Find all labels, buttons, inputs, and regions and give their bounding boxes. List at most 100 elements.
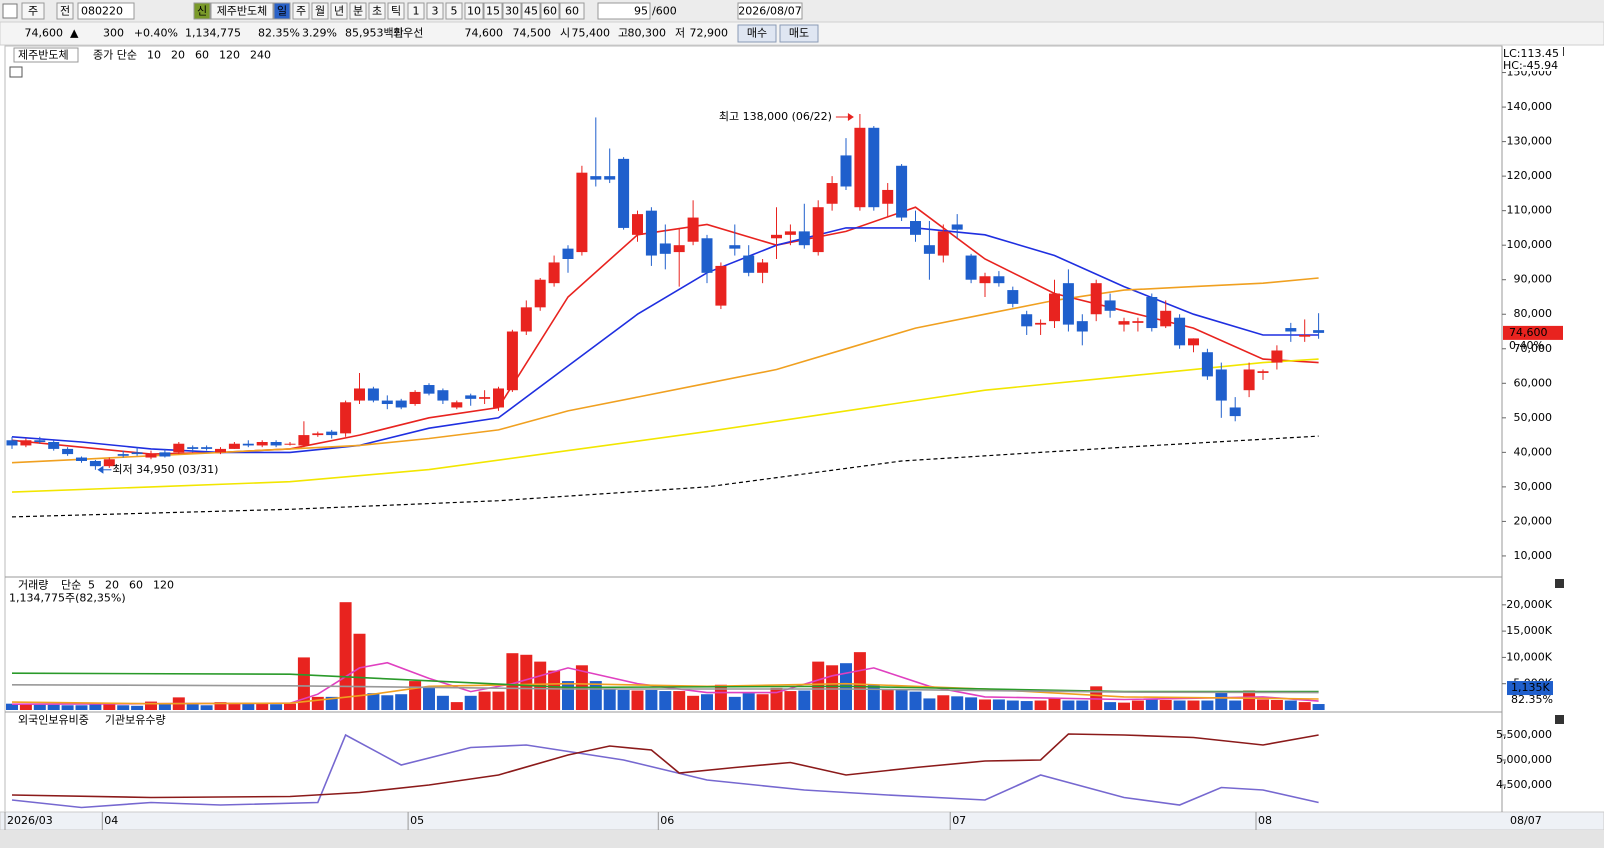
candle-body <box>48 441 60 449</box>
legend-entry: 5 <box>88 579 95 592</box>
candle-body <box>826 183 838 204</box>
toolbar-button[interactable] <box>273 2 291 20</box>
volume-bar <box>1145 699 1158 710</box>
candle-body <box>215 448 226 453</box>
toolbar-button[interactable] <box>368 2 386 20</box>
pane-menu-icon[interactable] <box>1555 579 1564 588</box>
y-tick-label: 20,000K <box>1506 598 1552 611</box>
volume-bar <box>923 698 936 710</box>
order-button[interactable] <box>779 24 819 43</box>
volume-bar <box>33 704 46 710</box>
volume-bar <box>673 691 686 710</box>
order-button-label[interactable]: 매수 <box>747 27 767 40</box>
toolbar-button[interactable] <box>445 2 463 20</box>
info-value: 저 <box>675 27 685 40</box>
volume-bar <box>1076 700 1089 710</box>
toolbar-button[interactable] <box>330 2 348 20</box>
toolbar-button[interactable] <box>540 2 560 20</box>
volume-bar <box>1270 700 1283 710</box>
volume-bar <box>214 702 227 710</box>
volume-bar <box>784 691 797 710</box>
toolbar-button[interactable] <box>483 2 503 20</box>
candle-body <box>882 189 894 204</box>
candle-body <box>187 447 199 449</box>
candle-body <box>1229 407 1241 417</box>
volume-bar <box>881 690 894 710</box>
candle-body <box>1021 314 1033 327</box>
legend-title: 거래량 <box>18 579 48 592</box>
volume-bar <box>1257 699 1269 710</box>
toolbar-button[interactable] <box>21 2 45 20</box>
y-tick-label: 10,000 <box>1514 549 1553 562</box>
info-value: 300 <box>103 27 124 40</box>
toolbar-label: 분 <box>353 5 363 18</box>
volume-bar <box>158 703 171 710</box>
toolbar-button[interactable] <box>387 2 405 20</box>
toolbar-button[interactable] <box>349 2 367 20</box>
toolbar-button[interactable] <box>77 2 135 20</box>
toolbar-button[interactable] <box>502 2 522 20</box>
candle-body <box>812 207 824 253</box>
info-value: +0.40% <box>134 27 178 40</box>
toolbar-button[interactable] <box>193 2 211 20</box>
volume-bar <box>228 702 241 710</box>
x-axis-bar <box>0 811 1604 831</box>
volume-bar <box>1284 700 1297 710</box>
calc-icon[interactable] <box>9 66 23 78</box>
volume-bar <box>6 703 18 710</box>
volume-bar <box>659 691 672 710</box>
candle-body <box>659 243 671 254</box>
candle-body <box>645 210 657 256</box>
volume-bar <box>1062 700 1075 710</box>
candle-body <box>1076 321 1088 332</box>
candle-body <box>1188 338 1199 346</box>
candle-body <box>1035 322 1047 325</box>
order-button[interactable] <box>737 24 777 43</box>
toolbar-label: 10 <box>467 5 481 18</box>
toolbar-button[interactable] <box>521 2 541 20</box>
y-tick-label: 10,000K <box>1506 650 1552 663</box>
toolbar-label: /600 <box>652 5 677 18</box>
info-value: 고 <box>618 27 628 40</box>
toolbar-label: 주 <box>28 5 38 18</box>
info-value: 72,900 <box>690 27 729 40</box>
toolbar-button[interactable] <box>407 2 425 20</box>
toolbar-button[interactable] <box>426 2 444 20</box>
candle-body <box>979 276 991 284</box>
info-value: 74,600 <box>25 27 64 40</box>
volume-bar <box>548 670 561 710</box>
candle-body <box>228 443 240 449</box>
candle-body <box>6 440 18 446</box>
candle-body <box>1243 369 1255 391</box>
legend-entry: 120 <box>219 49 240 62</box>
info-value: 1,134,775 <box>185 27 241 40</box>
candle-body <box>298 435 310 446</box>
y-tick-label: 4,500,000 <box>1496 778 1552 791</box>
volume-bar <box>1159 700 1172 710</box>
toolbar-button[interactable] <box>597 2 651 20</box>
volume-bar <box>979 699 991 710</box>
candle-body <box>923 245 935 254</box>
pane-menu-icon[interactable] <box>1555 715 1564 724</box>
toolbar-button[interactable] <box>464 2 484 20</box>
y-tick-label: 60,000 <box>1514 376 1553 389</box>
toolbar-button[interactable] <box>210 2 274 20</box>
volume-bar <box>395 694 408 710</box>
order-button-label[interactable]: 매도 <box>789 27 809 40</box>
window-icon[interactable] <box>2 3 18 19</box>
toolbar-button[interactable] <box>56 2 74 20</box>
candle-body <box>715 265 727 306</box>
toolbar-button[interactable] <box>311 2 329 20</box>
toolbar-button[interactable] <box>737 2 803 20</box>
candle-body <box>367 388 379 401</box>
annotation: 최고 138,000 (06/22) <box>719 110 832 123</box>
info-value: ▲ <box>70 27 79 40</box>
toolbar-button[interactable] <box>559 2 585 20</box>
candle-body <box>618 158 630 228</box>
candle-body <box>937 231 949 256</box>
volume-bar <box>284 703 296 710</box>
candle-body <box>465 395 477 399</box>
toolbar-button[interactable] <box>292 2 310 20</box>
toolbar-label: 월 <box>315 5 325 18</box>
